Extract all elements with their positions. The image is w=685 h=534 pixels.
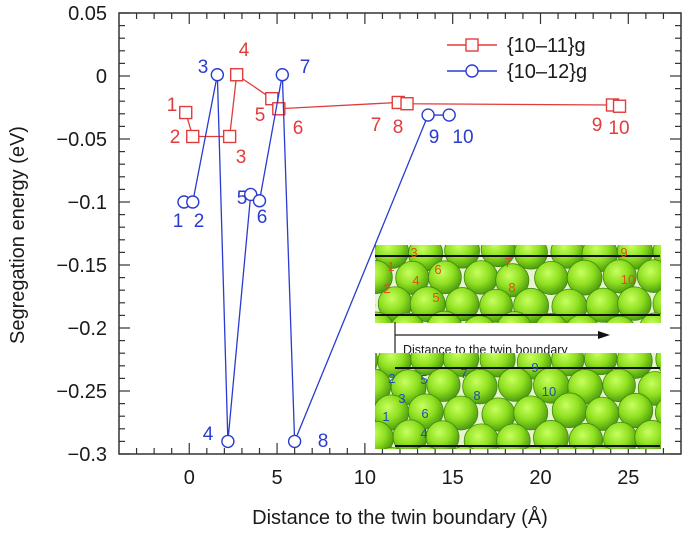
x-tick-label: 0 (184, 467, 195, 489)
legend-item-10-12g: {10–12}g (447, 61, 587, 83)
inset-site-label: 2 (388, 371, 395, 386)
y-tick-label: −0.3 (68, 444, 107, 466)
y-tick-label: 0.05 (68, 3, 107, 25)
x-tick-label: 15 (442, 467, 464, 489)
square-marker-icon (465, 38, 479, 52)
inset-site-label: 1 (387, 259, 394, 274)
legend-label-10-12g: {10–12}g (507, 61, 587, 83)
point-label: 7 (300, 57, 311, 78)
y-axis-title: Segregation energy (eV) (7, 126, 29, 344)
inset-site-label: 7 (504, 255, 511, 270)
inset-site-label: 6 (434, 262, 441, 277)
circle-marker-icon (252, 194, 267, 208)
inset-site-label: 5 (432, 290, 439, 305)
data-series (177, 68, 627, 449)
square-marker-icon (222, 129, 237, 144)
inset-site-label: 9 (531, 360, 538, 375)
y-tick-label: −0.05 (56, 129, 107, 151)
point-label: 1 (167, 95, 178, 116)
circle-marker-icon (186, 195, 200, 209)
point-label: 1 (173, 211, 184, 232)
inset-top-site-labels: 1 2 3 45 6 7 8 9 10 (383, 245, 635, 305)
circle-marker-icon (275, 68, 290, 82)
inset-site-label: 6 (421, 406, 428, 421)
x-axis-title: Distance to the twin boundary (Å) (252, 506, 548, 529)
y-tick-label: −0.1 (68, 192, 107, 214)
inset-site-label: 1 (382, 409, 389, 424)
point-label: 6 (257, 207, 268, 228)
inset-site-label: 8 (508, 280, 515, 295)
square-marker-icon (400, 97, 414, 111)
point-label: 6 (293, 118, 304, 139)
point-label: 4 (203, 424, 214, 445)
inset-site-label: 4 (420, 426, 427, 441)
series-10-12g (177, 68, 456, 449)
inset-top-boundary-lines (375, 255, 660, 316)
x-tick-label: 10 (354, 467, 376, 489)
point-label: 8 (318, 431, 329, 452)
circle-marker-icon (210, 68, 225, 82)
point-label: 8 (393, 117, 404, 138)
square-marker-icon (186, 129, 200, 144)
inset-site-label: 5 (420, 372, 427, 387)
circle-marker-icon (421, 108, 435, 122)
y-tick-label: −0.25 (56, 381, 107, 403)
y-tick-label: −0.15 (56, 255, 107, 277)
legend-item-10-11g: {10–11}g (447, 35, 586, 57)
x-tick-label: 5 (272, 467, 283, 489)
legend: {10–11}g {10–12}g (447, 35, 587, 83)
inset-site-label: 10 (542, 384, 556, 399)
y-tick-label: −0.2 (68, 318, 107, 340)
point-label: 2 (194, 211, 205, 232)
point-label: 5 (255, 105, 266, 126)
inset-site-label: 10 (621, 272, 635, 287)
inset-site-label: 2 (383, 281, 390, 296)
square-marker-icon (229, 68, 244, 82)
point-label: 10 (608, 118, 629, 139)
point-label: 10 (452, 127, 473, 148)
inset-site-label: 3 (410, 245, 417, 260)
legend-label-10-11g: {10–11}g (507, 35, 586, 57)
point-label: 3 (236, 147, 247, 168)
x-tick-label: 25 (617, 467, 639, 489)
circle-marker-icon (442, 108, 456, 122)
axis-tick-labels: 0 5 10 15 20 250.050−0.05−0.1−0.15−0.2−0.25−0… (56, 3, 639, 489)
circle-marker-icon (465, 64, 479, 78)
square-marker-icon (612, 99, 627, 113)
y-tick-label: 0 (96, 66, 107, 88)
point-label: 7 (371, 115, 382, 136)
inset-site-label: 9 (620, 245, 627, 260)
point-label: 9 (429, 127, 440, 148)
inset-site-label: 4 (412, 273, 419, 288)
x-tick-label: 20 (529, 467, 551, 489)
point-label: 5 (237, 188, 248, 209)
point-label: 2 (170, 127, 181, 148)
inset-10-12-twin-structure (375, 353, 661, 449)
inset-site-label: 8 (473, 388, 480, 403)
series-10-11g (179, 68, 627, 144)
circle-marker-icon (287, 434, 302, 449)
circle-marker-icon (221, 434, 235, 449)
inset-site-label: 3 (398, 391, 405, 406)
point-label: 4 (239, 40, 250, 61)
point-label: 3 (198, 57, 209, 78)
inset-bottom-boundary-lines (395, 367, 660, 447)
point-label: 9 (592, 115, 603, 136)
square-marker-icon (179, 105, 193, 120)
inset-site-label: 7 (460, 366, 467, 381)
